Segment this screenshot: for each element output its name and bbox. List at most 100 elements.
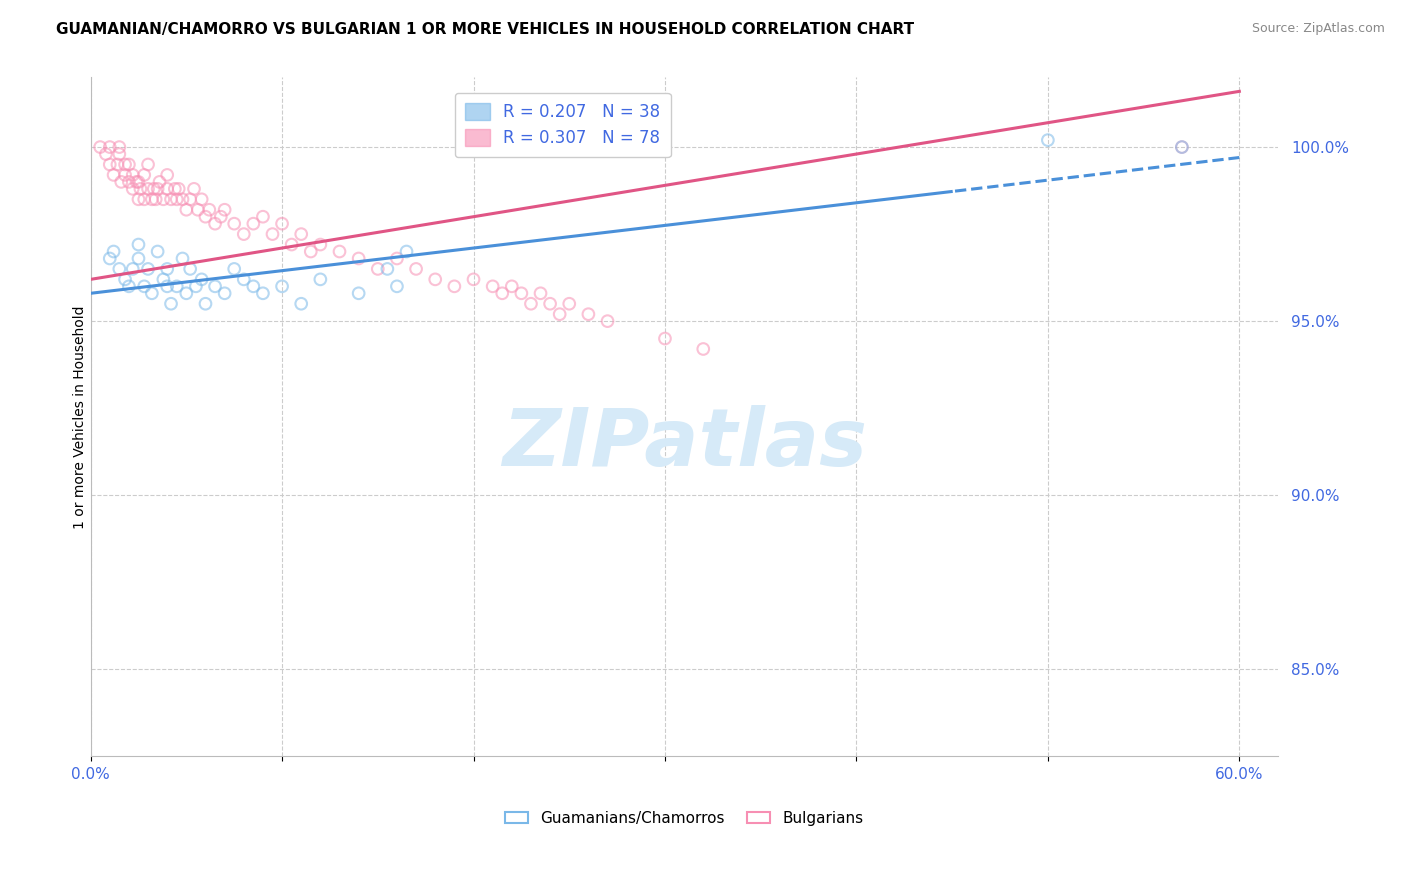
Point [425,272,447,286]
Point [118,157,141,171]
Point [1171,140,1194,154]
Point [114,168,136,182]
Point [184,279,207,293]
Point [141,192,163,206]
Point [152,272,174,286]
Point [152,192,174,206]
Point [1036,133,1059,147]
Point [103,244,125,259]
Point [127,252,149,266]
Point [125,175,148,189]
Point [328,244,350,259]
Point [576,307,599,321]
Point [596,314,619,328]
Point [252,286,274,301]
Point [118,279,141,293]
Point [183,182,205,196]
Y-axis label: 1 or more Vehicles in Household: 1 or more Vehicles in Household [73,305,87,529]
Point [114,157,136,171]
Point [118,175,141,189]
Point [491,286,513,301]
Point [98,252,121,266]
Point [98,157,121,171]
Point [232,272,254,286]
Point [172,252,194,266]
Point [271,217,294,231]
Point [224,261,246,276]
Text: Source: ZipAtlas.com: Source: ZipAtlas.com [1251,22,1385,36]
Point [692,342,714,356]
Point [214,202,236,217]
Point [347,252,370,266]
Point [405,261,427,276]
Point [548,307,571,321]
Point [156,168,179,182]
Point [134,168,156,182]
Point [204,279,226,293]
Point [107,157,129,171]
Point [187,202,209,217]
Point [121,182,143,196]
Point [136,261,159,276]
Point [501,279,523,293]
Point [1171,140,1194,154]
Point [377,261,399,276]
Point [146,182,169,196]
Point [209,210,232,224]
Point [110,175,132,189]
Point [163,182,186,196]
Point [242,217,264,231]
Point [194,297,217,311]
Point [148,175,170,189]
Point [89,140,111,154]
Point [520,297,543,311]
Point [395,244,418,259]
Point [176,202,198,217]
Point [94,147,117,161]
Point [136,182,159,196]
Point [558,297,581,311]
Point [156,261,179,276]
Point [290,297,312,311]
Point [252,210,274,224]
Point [194,210,217,224]
Point [347,286,370,301]
Point [204,217,226,231]
Point [172,192,194,206]
Point [538,297,561,311]
Point [145,192,167,206]
Point [134,279,156,293]
Point [224,217,246,231]
Point [129,182,152,196]
Point [146,244,169,259]
Point [309,272,332,286]
Point [156,279,179,293]
Text: GUAMANIAN/CHAMORRO VS BULGARIAN 1 OR MORE VEHICLES IN HOUSEHOLD CORRELATION CHAR: GUAMANIAN/CHAMORRO VS BULGARIAN 1 OR MOR… [56,22,914,37]
Point [136,157,159,171]
Point [127,192,149,206]
Point [121,261,143,276]
Point [141,286,163,301]
Point [142,182,165,196]
Point [242,279,264,293]
Point [290,227,312,241]
Point [160,297,183,311]
Point [367,261,389,276]
Point [98,140,121,154]
Point [108,140,131,154]
Point [385,279,408,293]
Point [481,279,503,293]
Point [127,237,149,252]
Point [103,168,125,182]
Point [127,175,149,189]
Point [167,182,190,196]
Point [190,272,212,286]
Point [108,147,131,161]
Point [198,202,221,217]
Point [262,227,284,241]
Point [134,192,156,206]
Point [190,192,212,206]
Point [179,192,201,206]
Text: ZIPatlas: ZIPatlas [502,405,866,483]
Point [280,237,302,252]
